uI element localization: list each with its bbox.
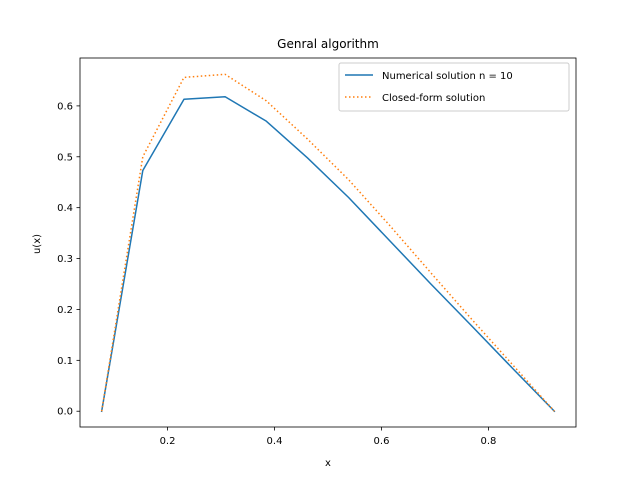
y-tick-label: 0.5 <box>57 152 73 163</box>
chart-title: Genral algorithm <box>277 37 379 51</box>
y-tick-label: 0.4 <box>57 203 73 214</box>
x-tick-label: 0.8 <box>481 436 497 447</box>
y-tick-label: 0.3 <box>57 254 73 265</box>
legend: Numerical solution n = 10 Closed-form so… <box>338 62 570 112</box>
y-axis-label: u(x) <box>32 234 43 254</box>
y-tick-label: 0.1 <box>57 356 73 367</box>
x-tick-label: 0.2 <box>160 436 176 447</box>
y-tick-label: 0.0 <box>57 407 73 418</box>
axes: 0.2 0.4 0.6 0.8 0.0 0.1 0.2 0.3 0.4 0.5 0.6 <box>57 57 577 447</box>
y-tick-label: 0.6 <box>57 101 73 112</box>
axes-frame <box>79 57 577 428</box>
x-tick-label: 0.6 <box>374 436 390 447</box>
legend-label-closed-form: Closed-form solution <box>382 93 485 104</box>
legend-box <box>338 62 570 112</box>
series-line-closed-form <box>100 73 555 412</box>
x-tick-label: 0.4 <box>267 436 283 447</box>
series-line-numerical <box>100 95 556 413</box>
y-tick-label: 0.2 <box>57 305 73 316</box>
x-axis-label: x <box>325 458 331 469</box>
legend-label-numerical: Numerical solution n = 10 <box>382 71 513 82</box>
plot-area <box>100 73 556 413</box>
